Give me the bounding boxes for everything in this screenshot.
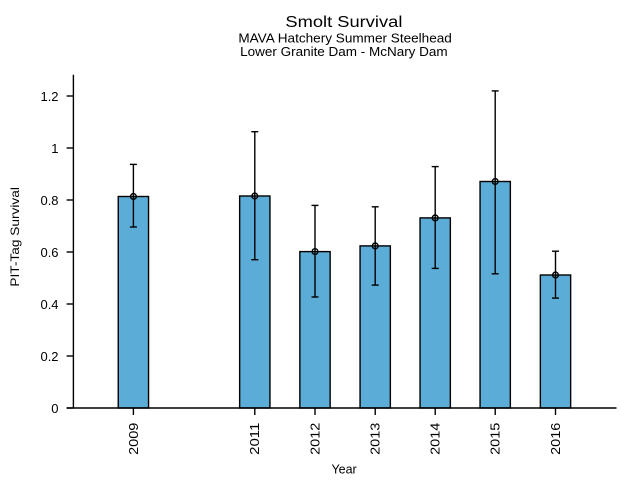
svg-text:1.2: 1.2 [41, 89, 59, 104]
svg-text:Year: Year [331, 463, 356, 477]
svg-text:2016: 2016 [548, 423, 563, 455]
svg-text:0.6: 0.6 [41, 245, 59, 260]
svg-text:0.4: 0.4 [41, 297, 59, 312]
svg-text:Lower Granite Dam - McNary Dam: Lower Granite Dam - McNary Dam [240, 45, 448, 59]
svg-text:2009: 2009 [126, 423, 141, 455]
svg-text:2012: 2012 [307, 423, 322, 455]
svg-text:Smolt Survival: Smolt Survival [285, 14, 402, 31]
svg-text:MAVA Hatchery Summer Steelhead: MAVA Hatchery Summer Steelhead [238, 32, 452, 46]
svg-text:2014: 2014 [428, 423, 443, 455]
svg-text:0.8: 0.8 [41, 193, 59, 208]
svg-text:0.2: 0.2 [41, 349, 59, 364]
svg-text:2015: 2015 [488, 423, 503, 455]
svg-text:0: 0 [51, 401, 58, 416]
svg-text:2013: 2013 [368, 423, 383, 455]
svg-text:2011: 2011 [247, 423, 262, 455]
svg-text:1: 1 [51, 141, 58, 156]
svg-text:PIT-Tag Survival: PIT-Tag Survival [8, 187, 22, 287]
